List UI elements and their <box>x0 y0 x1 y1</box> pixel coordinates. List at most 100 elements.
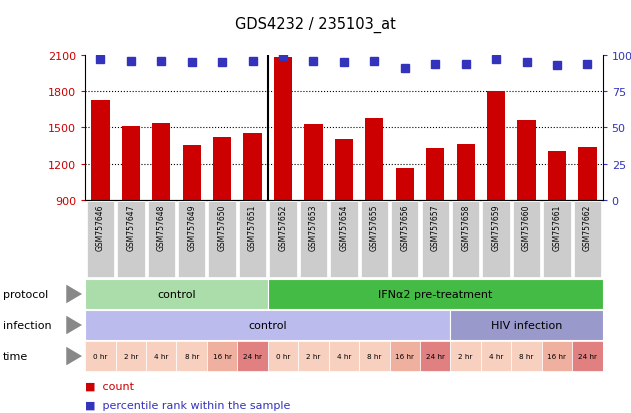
Text: 24 hr: 24 hr <box>578 353 597 359</box>
Text: 4 hr: 4 hr <box>489 353 504 359</box>
Text: GSM757659: GSM757659 <box>492 204 500 251</box>
FancyBboxPatch shape <box>389 342 420 371</box>
Bar <box>517 121 536 200</box>
Text: ■  count: ■ count <box>85 381 134 391</box>
Text: infection: infection <box>3 320 52 330</box>
Bar <box>152 123 170 200</box>
FancyBboxPatch shape <box>85 342 115 371</box>
Text: 16 hr: 16 hr <box>213 353 232 359</box>
Text: IFNα2 pre-treatment: IFNα2 pre-treatment <box>378 289 492 299</box>
FancyBboxPatch shape <box>451 311 603 340</box>
Bar <box>365 119 384 200</box>
Bar <box>548 152 566 200</box>
Text: 0 hr: 0 hr <box>276 353 290 359</box>
Bar <box>396 169 414 200</box>
Bar <box>91 100 110 200</box>
Bar <box>182 145 201 200</box>
Bar <box>578 147 596 200</box>
Bar <box>274 58 292 200</box>
Text: GSM757648: GSM757648 <box>156 204 166 251</box>
Bar <box>213 138 232 200</box>
FancyBboxPatch shape <box>542 342 572 371</box>
Text: 16 hr: 16 hr <box>548 353 567 359</box>
FancyBboxPatch shape <box>298 342 329 371</box>
FancyBboxPatch shape <box>300 202 327 277</box>
Text: GSM757658: GSM757658 <box>461 204 470 251</box>
FancyBboxPatch shape <box>268 280 603 309</box>
Text: control: control <box>157 289 196 299</box>
FancyBboxPatch shape <box>237 342 268 371</box>
Bar <box>304 124 322 200</box>
FancyBboxPatch shape <box>511 342 542 371</box>
Text: GSM757654: GSM757654 <box>339 204 348 251</box>
Bar <box>426 149 444 200</box>
Text: 2 hr: 2 hr <box>124 353 138 359</box>
Text: GSM757656: GSM757656 <box>400 204 410 251</box>
Text: GSM757651: GSM757651 <box>248 204 257 251</box>
FancyBboxPatch shape <box>329 342 359 371</box>
Text: GSM757646: GSM757646 <box>96 204 105 251</box>
Text: ■  percentile rank within the sample: ■ percentile rank within the sample <box>85 400 290 410</box>
FancyBboxPatch shape <box>207 342 237 371</box>
FancyBboxPatch shape <box>574 202 601 277</box>
FancyBboxPatch shape <box>452 202 480 277</box>
FancyBboxPatch shape <box>85 311 451 340</box>
Text: 2 hr: 2 hr <box>459 353 473 359</box>
Text: GSM757649: GSM757649 <box>187 204 196 251</box>
Text: 8 hr: 8 hr <box>519 353 534 359</box>
Text: protocol: protocol <box>3 289 49 299</box>
FancyBboxPatch shape <box>269 202 297 277</box>
Text: GSM757661: GSM757661 <box>553 204 562 251</box>
FancyBboxPatch shape <box>268 342 298 371</box>
Text: 16 hr: 16 hr <box>395 353 415 359</box>
Text: GDS4232 / 235103_at: GDS4232 / 235103_at <box>235 17 396 33</box>
Text: 24 hr: 24 hr <box>426 353 445 359</box>
Bar <box>335 140 353 200</box>
FancyBboxPatch shape <box>359 342 389 371</box>
Polygon shape <box>66 285 82 304</box>
Text: 8 hr: 8 hr <box>367 353 382 359</box>
Polygon shape <box>66 316 82 335</box>
FancyBboxPatch shape <box>420 342 451 371</box>
Bar <box>244 134 262 200</box>
Text: 2 hr: 2 hr <box>306 353 321 359</box>
Text: 0 hr: 0 hr <box>93 353 108 359</box>
FancyBboxPatch shape <box>86 202 114 277</box>
Text: 8 hr: 8 hr <box>184 353 199 359</box>
Text: GSM757653: GSM757653 <box>309 204 318 251</box>
FancyBboxPatch shape <box>391 202 418 277</box>
FancyBboxPatch shape <box>451 342 481 371</box>
FancyBboxPatch shape <box>572 342 603 371</box>
Text: 24 hr: 24 hr <box>243 353 262 359</box>
FancyBboxPatch shape <box>513 202 540 277</box>
FancyBboxPatch shape <box>117 202 144 277</box>
Text: GSM757657: GSM757657 <box>431 204 440 251</box>
FancyBboxPatch shape <box>361 202 388 277</box>
Bar <box>122 127 140 200</box>
Polygon shape <box>66 347 82 366</box>
Text: GSM757647: GSM757647 <box>126 204 135 251</box>
FancyBboxPatch shape <box>85 280 268 309</box>
FancyBboxPatch shape <box>177 342 207 371</box>
FancyBboxPatch shape <box>208 202 236 277</box>
Text: GSM757655: GSM757655 <box>370 204 379 251</box>
FancyBboxPatch shape <box>543 202 570 277</box>
Text: HIV infection: HIV infection <box>491 320 562 330</box>
FancyBboxPatch shape <box>481 342 511 371</box>
Text: 4 hr: 4 hr <box>337 353 351 359</box>
Text: GSM757662: GSM757662 <box>583 204 592 251</box>
FancyBboxPatch shape <box>146 342 177 371</box>
FancyBboxPatch shape <box>239 202 266 277</box>
Text: GSM757650: GSM757650 <box>218 204 227 251</box>
Bar <box>487 92 505 200</box>
FancyBboxPatch shape <box>330 202 358 277</box>
Text: GSM757660: GSM757660 <box>522 204 531 251</box>
FancyBboxPatch shape <box>482 202 510 277</box>
FancyBboxPatch shape <box>422 202 449 277</box>
Bar <box>456 145 475 200</box>
Text: control: control <box>249 320 287 330</box>
Text: GSM757652: GSM757652 <box>278 204 288 251</box>
FancyBboxPatch shape <box>178 202 206 277</box>
Text: time: time <box>3 351 28 361</box>
Text: 4 hr: 4 hr <box>154 353 168 359</box>
